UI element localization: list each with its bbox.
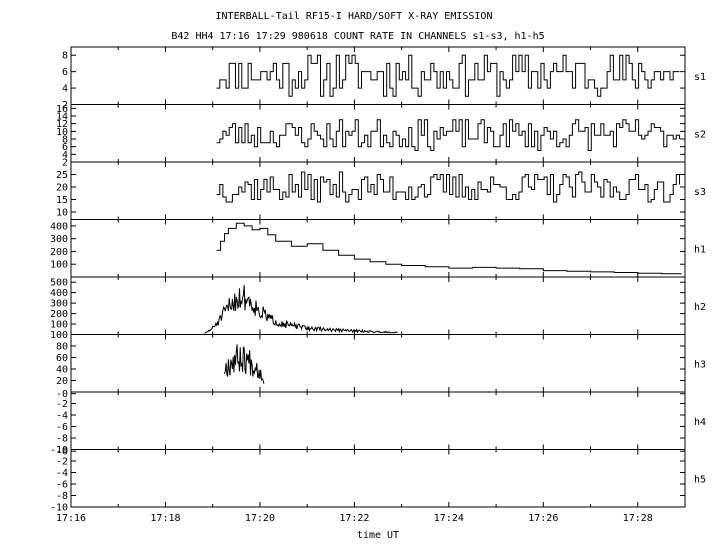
y-tick-label: 15 xyxy=(56,195,68,206)
y-tick-label: 20 xyxy=(56,183,68,194)
channel-label-h2: h2 xyxy=(694,302,706,313)
y-tick-label: 14 xyxy=(56,112,68,123)
panel-frame xyxy=(70,219,686,278)
y-tick-label: 16 xyxy=(56,104,68,115)
y-tick-label: 8 xyxy=(62,135,68,146)
y-tick-label: -2 xyxy=(56,457,68,468)
series-line-h2 xyxy=(204,285,398,334)
x-tick-label: 17:28 xyxy=(623,513,653,524)
series-line-h1 xyxy=(216,222,682,275)
panel-frame xyxy=(70,161,686,220)
x-tick-label: 17:22 xyxy=(339,513,369,524)
x-tick-label: 17:18 xyxy=(150,513,180,524)
y-tick-label: 10 xyxy=(56,127,68,138)
y-tick-label: 100 xyxy=(50,330,68,341)
channel-label-s2: s2 xyxy=(694,129,706,140)
y-tick-label: 20 xyxy=(56,376,68,387)
series-line-s3 xyxy=(216,171,680,203)
series-line-h3 xyxy=(224,344,265,384)
panel-frame xyxy=(70,391,686,450)
y-tick-label: 2 xyxy=(62,100,68,111)
panel-frame xyxy=(70,449,686,508)
channel-label-h1: h1 xyxy=(694,244,706,255)
panels: 8642s1161412108642s225201510s34003002001… xyxy=(50,46,706,514)
series-line-s1 xyxy=(216,54,680,97)
y-tick-label: 500 xyxy=(50,278,68,289)
y-tick-label: 80 xyxy=(56,342,68,353)
y-tick-label: 40 xyxy=(56,365,68,376)
y-tick-label: 400 xyxy=(50,221,68,232)
y-tick-label: 2 xyxy=(62,158,68,169)
y-tick-label: 200 xyxy=(50,247,68,258)
y-tick-label: 6 xyxy=(62,142,68,153)
y-tick-label: 4 xyxy=(62,150,68,161)
y-tick-label: 12 xyxy=(56,119,68,130)
y-tick-label: -10 xyxy=(50,503,68,514)
y-tick-label: 8 xyxy=(62,51,68,62)
panel-h1: 400 300 200 100 h1 xyxy=(50,219,706,278)
x-tick-label: 17:24 xyxy=(434,513,464,524)
y-tick-label: 4 xyxy=(62,84,68,95)
y-tick-label: -6 xyxy=(56,422,68,433)
y-tick-label: -4 xyxy=(56,411,68,422)
chart-title-line2: B42 HH4 17:16 17:29 980618 COUNT RATE IN… xyxy=(171,31,544,42)
channel-label-s3: s3 xyxy=(694,187,706,198)
y-tick-label: -10 xyxy=(50,445,68,456)
panel-frame xyxy=(70,334,686,393)
series-line-s2 xyxy=(216,119,680,151)
y-tick-label: -6 xyxy=(56,480,68,491)
channel-label-h3: h3 xyxy=(694,359,706,370)
x-axis: 17:16 17:18 17:20 17:22 17:24 17:26 17:28 xyxy=(56,513,653,524)
panel-s1: 8 6 4 2 s1 xyxy=(62,46,706,111)
y-tick-label: 400 xyxy=(50,288,68,299)
x-axis-label: time UT xyxy=(357,530,399,541)
y-tick-label: 100 xyxy=(50,260,68,271)
panel-frame xyxy=(70,104,686,163)
y-tick-label: 100 xyxy=(50,320,68,331)
y-tick-label: -0 xyxy=(56,389,68,400)
y-tick-label: 60 xyxy=(56,353,68,364)
y-tick-label: -4 xyxy=(56,468,68,479)
panel-frame xyxy=(70,46,686,105)
channel-label-s1: s1 xyxy=(694,72,706,83)
y-tick-label: -2 xyxy=(56,399,68,410)
y-tick-label: 200 xyxy=(50,309,68,320)
y-tick-label: -0 xyxy=(56,447,68,458)
y-tick-label: 300 xyxy=(50,299,68,310)
panel-frame xyxy=(70,276,686,335)
channel-label-h4: h4 xyxy=(694,417,706,428)
channel-label-h5: h5 xyxy=(694,474,706,485)
y-tick-label: -8 xyxy=(56,434,68,445)
y-tick-label: -8 xyxy=(56,491,68,502)
y-tick-label: 10 xyxy=(56,208,68,219)
x-tick-label: 17:16 xyxy=(56,513,86,524)
y-tick-label: 25 xyxy=(56,170,68,181)
y-tick-label: 6 xyxy=(62,67,68,78)
y-tick-label: 300 xyxy=(50,234,68,245)
chart-title-line1: INTERBALL-Tail RF15-I HARD/SOFT X-RAY EM… xyxy=(216,11,493,22)
x-tick-label: 17:26 xyxy=(528,513,558,524)
x-tick-label: 17:20 xyxy=(245,513,275,524)
